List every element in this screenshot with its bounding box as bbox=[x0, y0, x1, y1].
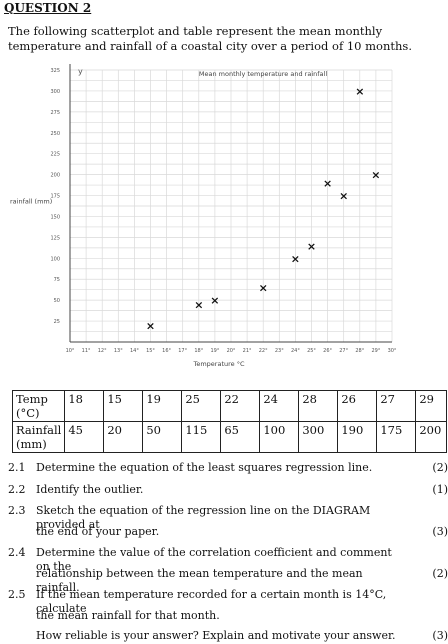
question-text: If the mean temperature recorded for a c… bbox=[36, 588, 387, 615]
question-marks: (2) bbox=[432, 567, 448, 580]
data-point-marker: × bbox=[291, 252, 300, 265]
table-cell: 18 bbox=[64, 390, 105, 422]
x-tick-label: 28° bbox=[355, 348, 364, 354]
data-point-marker: × bbox=[210, 294, 219, 307]
x-tick-label: 19° bbox=[210, 348, 219, 354]
x-tick-label: 23° bbox=[275, 348, 284, 354]
y-tick-label: 150 bbox=[50, 214, 60, 220]
x-tick-label: 26° bbox=[323, 348, 332, 354]
x-tick-label: 10° bbox=[66, 348, 75, 354]
x-tick-label: 30° bbox=[388, 348, 397, 354]
data-table: Temp (°C) 18 15 19 25 22 24 28 26 27 29 … bbox=[11, 390, 448, 453]
data-point-marker: × bbox=[194, 298, 203, 311]
y-tick-label: 50 bbox=[54, 298, 60, 304]
x-tick-label: 15° bbox=[146, 348, 155, 354]
y-tick-label: 250 bbox=[50, 131, 60, 137]
data-point-marker: × bbox=[323, 177, 332, 190]
chart-title: Mean monthly temperature and rainfall bbox=[199, 70, 327, 78]
table-cell: 20 bbox=[103, 421, 144, 453]
x-tick-label: 13° bbox=[114, 348, 123, 354]
table-cell: 26 bbox=[337, 390, 378, 422]
x-tick-label: 17° bbox=[178, 348, 187, 354]
x-tick-label: 29° bbox=[371, 348, 380, 354]
x-tick-label: 21° bbox=[243, 348, 252, 354]
table-cell: 28 bbox=[298, 390, 339, 422]
question-heading: QUESTION 2 bbox=[4, 1, 92, 15]
question-text: Identify the outlier. bbox=[36, 483, 144, 496]
question-text: How reliable is your answer? Explain and… bbox=[36, 629, 396, 642]
y-tick-label: 25 bbox=[54, 319, 60, 325]
x-tick-label: 16° bbox=[162, 348, 171, 354]
x-tick-label: 11° bbox=[82, 348, 91, 354]
question-text: Determine the value of the correlation c… bbox=[36, 546, 392, 573]
data-point-marker: × bbox=[355, 85, 364, 98]
table-cell: 22 bbox=[220, 390, 261, 422]
question-text: Determine the equation of the least squa… bbox=[36, 461, 373, 474]
question-number: 2.4 bbox=[8, 546, 26, 559]
x-tick-label: 27° bbox=[339, 348, 348, 354]
y-tick-label: 300 bbox=[50, 89, 60, 95]
y-tick-label: 125 bbox=[50, 235, 60, 241]
y-tick-label: 200 bbox=[50, 173, 60, 179]
question-text: the mean rainfall for that month. bbox=[36, 609, 220, 622]
y-tick-label: 100 bbox=[50, 256, 60, 262]
table-cell: 15 bbox=[103, 390, 144, 422]
table-cell: 190 bbox=[337, 421, 378, 453]
question-number: 2.3 bbox=[8, 504, 26, 517]
data-point-marker: × bbox=[259, 282, 268, 295]
y-tick-label: 275 bbox=[50, 110, 60, 116]
question-intro: The following scatterplot and table repr… bbox=[8, 24, 412, 53]
table-cell: 50 bbox=[142, 421, 183, 453]
x-tick-label: 24° bbox=[291, 348, 300, 354]
table-cell: 300 bbox=[298, 421, 339, 453]
question-text: relationship between the mean temperatur… bbox=[36, 567, 363, 594]
question-text: the end of your paper. bbox=[36, 525, 160, 538]
table-cell: 175 bbox=[376, 421, 417, 453]
y-tick-label: 75 bbox=[54, 277, 60, 283]
question-marks: (3) bbox=[432, 525, 448, 538]
scatter-chart: 25 50 75 100 125 150 175 200 225 250 275 300 325 10° 1… bbox=[10, 64, 397, 368]
data-point-marker: × bbox=[371, 169, 380, 182]
row-label-temp: Temp (°C) bbox=[11, 390, 66, 422]
x-tick-label: 25° bbox=[307, 348, 316, 354]
table-cell: 100 bbox=[259, 421, 300, 453]
y-axis-label: rainfall (mm) bbox=[10, 198, 52, 206]
question-number: 2.5 bbox=[8, 588, 26, 601]
table-cell: 45 bbox=[64, 421, 105, 453]
table-cell: 27 bbox=[376, 390, 417, 422]
x-axis-label: Temperature °C bbox=[192, 360, 244, 368]
question-number: 2.2 bbox=[8, 483, 26, 496]
data-point-marker: × bbox=[307, 240, 316, 253]
x-tick-label: 12° bbox=[98, 348, 107, 354]
table-row-temp: Temp (°C) 18 15 19 25 22 24 28 26 27 29 bbox=[11, 390, 448, 422]
x-tick-label: 18° bbox=[194, 348, 203, 354]
x-tick-label: 22° bbox=[259, 348, 268, 354]
data-point-marker: × bbox=[339, 190, 348, 203]
question-marks: (3) bbox=[432, 629, 448, 642]
table-cell: 24 bbox=[259, 390, 300, 422]
y-tick-label: 325 bbox=[50, 68, 60, 74]
x-tick-label: 20° bbox=[227, 348, 236, 354]
question-number: 2.1 bbox=[8, 461, 26, 474]
y-axis-letter: y bbox=[78, 67, 83, 76]
y-tick-label: 175 bbox=[50, 194, 60, 200]
row-label-rainfall: Rainfall (mm) bbox=[11, 421, 66, 453]
table-cell: 200 bbox=[415, 421, 448, 453]
table-cell: 115 bbox=[181, 421, 222, 453]
data-point-marker: × bbox=[146, 319, 155, 332]
table-cell: 65 bbox=[220, 421, 261, 453]
x-tick-label: 14° bbox=[130, 348, 139, 354]
table-cell: 29 bbox=[415, 390, 448, 422]
table-cell: 25 bbox=[181, 390, 222, 422]
question-marks: (2) bbox=[432, 461, 448, 474]
table-cell: 19 bbox=[142, 390, 183, 422]
question-marks: (1) bbox=[432, 483, 448, 496]
table-row-rainfall: Rainfall (mm) 45 20 50 115 65 100 300 19… bbox=[11, 421, 448, 453]
y-tick-label: 225 bbox=[50, 152, 60, 158]
question-text: Sketch the equation of the regression li… bbox=[36, 504, 371, 531]
